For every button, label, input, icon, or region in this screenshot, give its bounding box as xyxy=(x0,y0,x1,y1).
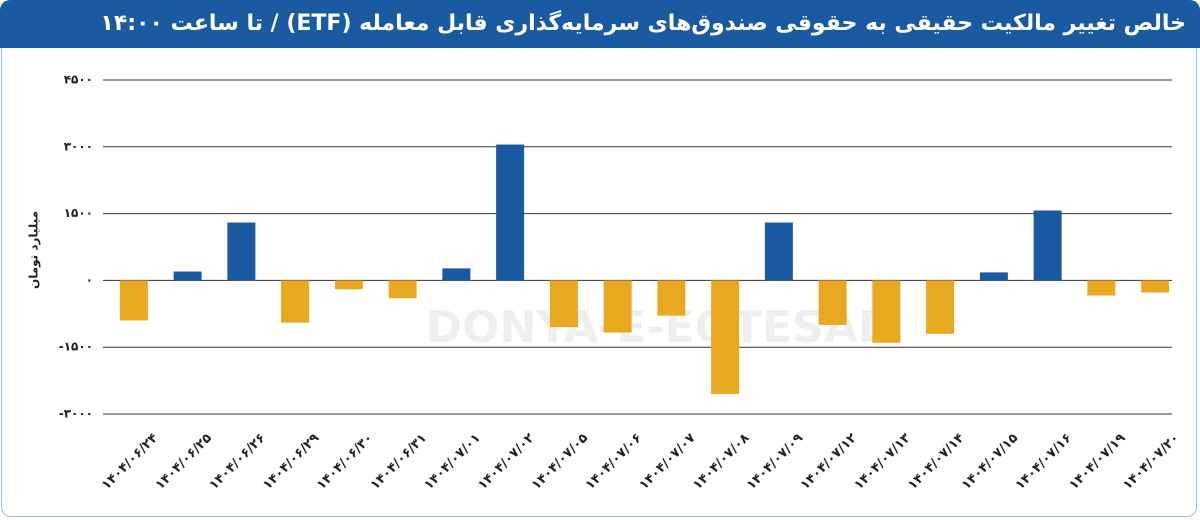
y-tick-label: -۳۰۰۰ xyxy=(59,407,93,421)
x-tick-label: ۱۴۰۴/۰۷/۰۲ xyxy=(475,431,537,493)
x-tick-label: ۱۴۰۴/۰۷/۱۴ xyxy=(905,431,967,493)
x-tick-label: ۱۴۰۴/۰۷/۰۸ xyxy=(690,431,752,493)
bar xyxy=(603,280,632,333)
x-tick-label: ۱۴۰۴/۰۶/۳۱ xyxy=(368,431,430,493)
bar xyxy=(926,280,955,334)
bar xyxy=(764,222,793,281)
x-tick-label: ۱۴۰۴/۰۷/۱۲ xyxy=(798,431,860,493)
x-tick-label: ۱۴۰۴/۰۶/۲۹ xyxy=(260,431,322,493)
bar xyxy=(711,280,740,394)
bar xyxy=(442,268,471,281)
y-tick-label: ۰ xyxy=(86,273,93,287)
bar xyxy=(549,280,578,328)
y-tick-label: ۱۵۰۰ xyxy=(64,206,93,220)
y-tick-label: ۴۵۰۰ xyxy=(64,73,93,87)
x-tick-label: ۱۴۰۴/۰۷/۰۶ xyxy=(583,431,645,493)
bar xyxy=(334,280,363,290)
bar xyxy=(872,280,901,343)
bar xyxy=(1141,280,1170,293)
x-tick-label: ۱۴۰۴/۰۶/۲۴ xyxy=(99,431,161,493)
y-axis-label: میلیارد تومان xyxy=(27,211,42,289)
x-tick-label: ۱۴۰۴/۰۶/۲۵ xyxy=(153,431,215,493)
x-tick-label: ۱۴۰۴/۰۷/۱۹ xyxy=(1066,431,1128,493)
y-tick-label: -۱۵۰۰ xyxy=(59,340,93,354)
x-tick-label: ۱۴۰۴/۰۷/۰۱ xyxy=(421,431,483,493)
x-tick-label: ۱۴۰۴/۰۷/۱۳ xyxy=(851,431,913,493)
bar xyxy=(657,280,686,316)
bar xyxy=(119,280,148,321)
x-tick-label: ۱۴۰۴/۰۷/۲۰ xyxy=(1120,431,1182,493)
x-tick-label: ۱۴۰۴/۰۷/۰۵ xyxy=(529,431,591,493)
x-tick-label: ۱۴۰۴/۰۶/۳۰ xyxy=(314,431,376,493)
bar xyxy=(496,144,525,281)
bar xyxy=(173,271,202,281)
bar xyxy=(979,272,1008,281)
bar xyxy=(388,280,417,299)
x-tick-label: ۱۴۰۴/۰۷/۱۵ xyxy=(959,431,1021,493)
bar xyxy=(1087,280,1116,296)
chart-title: خالص تغییر مالکیت حقیقی به حقوقی صندوق‌ه… xyxy=(0,0,1200,48)
y-tick-label: ۳۰۰۰ xyxy=(64,139,93,153)
bar xyxy=(227,222,256,281)
x-tick-label: ۱۴۰۴/۰۷/۰۹ xyxy=(744,431,806,493)
x-tick-label: ۱۴۰۴/۰۷/۱۶ xyxy=(1013,431,1075,493)
x-tick-label: ۱۴۰۴/۰۷/۰۷ xyxy=(636,431,698,493)
x-tick-label: ۱۴۰۴/۰۶/۲۶ xyxy=(206,431,268,493)
bar xyxy=(1033,210,1062,281)
bar xyxy=(818,280,847,325)
bar xyxy=(281,280,310,323)
